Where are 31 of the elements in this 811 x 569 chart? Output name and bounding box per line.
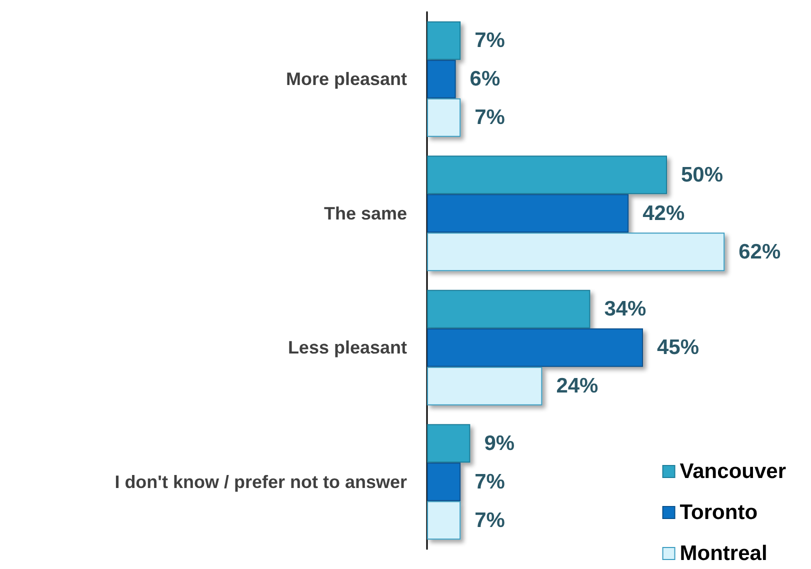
bar <box>427 21 461 60</box>
data-label: 24% <box>556 374 599 398</box>
data-label: 34% <box>604 298 647 321</box>
bar <box>427 366 542 406</box>
y-tick-label: I don't know / prefer not to answer <box>114 472 407 492</box>
bar <box>427 328 643 367</box>
bar <box>427 60 456 98</box>
bar <box>427 462 461 502</box>
data-label: 50% <box>681 163 724 186</box>
bar <box>427 232 725 272</box>
data-label: 7% <box>474 29 506 52</box>
data-label: 7% <box>474 470 506 494</box>
bar <box>427 156 667 194</box>
legend-label: Toronto <box>680 501 758 524</box>
bar <box>427 290 590 328</box>
data-label: 9% <box>484 432 515 455</box>
bar <box>427 98 461 137</box>
data-label: 6% <box>470 68 500 91</box>
bar <box>427 194 629 233</box>
data-label: 42% <box>642 202 685 225</box>
data-label: 7% <box>474 106 506 130</box>
y-tick-label: More pleasant <box>286 69 407 90</box>
bar <box>427 424 470 463</box>
y-tick-label: Less pleasant <box>288 338 407 358</box>
legend-label: Vancouver <box>680 460 786 483</box>
data-label: 7% <box>474 508 506 532</box>
data-label: 45% <box>657 336 700 360</box>
bar <box>427 501 461 540</box>
data-label: 62% <box>738 240 781 264</box>
y-tick-label: The same <box>324 203 407 224</box>
legend-label: Montreal <box>680 542 768 565</box>
